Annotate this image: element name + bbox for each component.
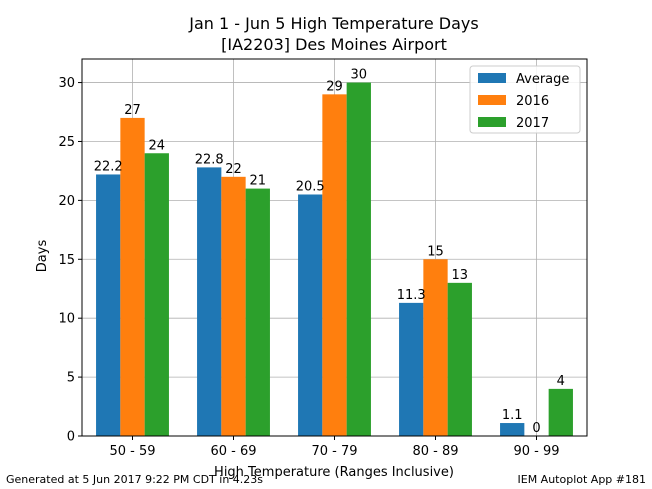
bar-value-label: 1.1 — [502, 408, 523, 423]
legend-label: 2017 — [516, 116, 549, 131]
y-tick-label: 20 — [58, 194, 75, 209]
x-tick-label: 80 - 89 — [412, 444, 458, 459]
axis-ticks: 0 5 10 15 20 25 30 50 - 59 60 - 69 70 - 79 80 - 89… — [58, 76, 559, 459]
y-tick-label: 5 — [67, 371, 75, 386]
bar — [346, 82, 371, 436]
bar-value-label: 4 — [557, 374, 565, 389]
y-tick-label: 25 — [58, 135, 75, 150]
x-axis-label: High Temperature (Ranges Inclusive) — [214, 465, 454, 480]
x-tick-label: 50 - 59 — [109, 444, 155, 459]
chart-title: Jan 1 - Jun 5 High Temperature Days — [188, 14, 478, 33]
legend: Average 2016 2017 — [469, 65, 581, 134]
bar-value-label: 13 — [452, 268, 469, 283]
legend-label: 2016 — [516, 94, 549, 109]
bar — [120, 117, 145, 436]
bar-value-label: 24 — [149, 138, 166, 153]
footer-app-text: IEM Autoplot App #181 — [517, 473, 647, 486]
x-tick-label: 70 - 79 — [311, 444, 357, 459]
footer-generated-text: Generated at 5 Jun 2017 9:22 PM CDT in 4… — [6, 473, 264, 486]
bar-value-label: 22.8 — [195, 152, 224, 167]
bar-value-label: 11.3 — [397, 288, 426, 303]
legend-label: Average — [516, 72, 569, 87]
bar-value-label: 21 — [250, 174, 267, 189]
y-tick-label: 15 — [58, 253, 75, 268]
bar-value-label: 30 — [351, 68, 368, 83]
chart-subtitle: [IA2203] Des Moines Airport — [221, 35, 447, 54]
bar — [298, 194, 323, 436]
bar — [500, 423, 525, 436]
bar-value-label: 20.5 — [296, 179, 325, 194]
bar — [245, 188, 270, 436]
bar-value-label: 22 — [225, 162, 242, 177]
bar — [399, 302, 424, 436]
bar-value-label: 22.2 — [94, 159, 123, 174]
bar — [548, 388, 573, 436]
bars — [96, 82, 573, 437]
x-tick-label: 90 - 99 — [513, 444, 559, 459]
legend-swatch — [478, 95, 506, 105]
bar-value-label: 29 — [326, 79, 343, 94]
bar — [144, 153, 169, 436]
bar — [221, 176, 246, 436]
bar-value-label: 27 — [124, 103, 141, 118]
data-labels: 22.2 22.8 20.5 11.3 1.1 27 22 29 15 0 24 21 30 13 4 — [94, 68, 565, 436]
bar — [96, 174, 121, 437]
bar — [197, 167, 222, 436]
y-axis-label: Days — [35, 240, 50, 273]
x-tick-label: 60 - 69 — [210, 444, 256, 459]
y-tick-label: 0 — [67, 430, 75, 445]
bar-value-label: 0 — [532, 421, 540, 436]
y-tick-label: 30 — [58, 76, 75, 91]
legend-swatch — [478, 73, 506, 83]
bar — [322, 94, 347, 436]
bar — [423, 259, 448, 436]
bar — [447, 282, 472, 436]
legend-swatch — [478, 117, 506, 127]
bar-value-label: 15 — [427, 244, 444, 259]
y-tick-label: 10 — [58, 312, 75, 327]
